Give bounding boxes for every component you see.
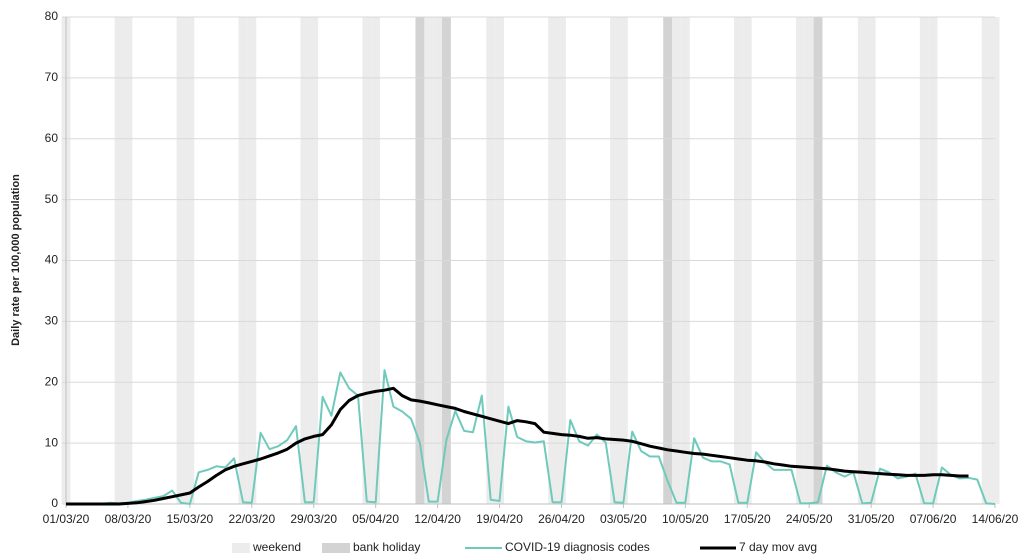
x-tick-label: 26/04/20: [538, 512, 585, 526]
x-tick-label: 14/06/20: [972, 512, 1019, 526]
y-tick-label: 30: [45, 314, 59, 328]
x-tick-label: 03/05/20: [600, 512, 647, 526]
legend-label: weekend: [252, 540, 301, 554]
series-line: [66, 369, 996, 505]
x-tick-label: 01/03/20: [43, 512, 90, 526]
x-tick-label: 17/05/20: [724, 512, 771, 526]
legend-swatch: [232, 543, 250, 553]
x-tick-label: 12/04/20: [414, 512, 461, 526]
legend-label: bank holiday: [353, 540, 420, 554]
x-tick-label: 31/05/20: [848, 512, 895, 526]
x-tick-label: 07/06/20: [910, 512, 957, 526]
x-tick-label: 08/03/20: [105, 512, 152, 526]
series-line: [66, 386, 969, 506]
legend-swatch: [322, 543, 350, 553]
legend-label: COVID-19 diagnosis codes: [505, 540, 650, 554]
y-tick-label: 40: [45, 253, 59, 267]
x-tick-label: 19/04/20: [476, 512, 523, 526]
y-axis-label: Daily rate per 100,000 population: [10, 174, 22, 346]
x-tick-label: 29/03/20: [290, 512, 337, 526]
y-tick-label: 20: [45, 374, 59, 388]
y-tick-label: 70: [45, 70, 59, 84]
y-tick-label: 0: [51, 496, 58, 510]
y-tick-label: 10: [45, 435, 59, 449]
x-tick-label: 05/04/20: [352, 512, 399, 526]
y-tick-label: 60: [45, 131, 59, 145]
x-tick-label: 10/05/20: [662, 512, 709, 526]
y-tick-label: 80: [45, 9, 59, 23]
legend-label: 7 day mov avg: [739, 540, 817, 554]
x-tick-label: 15/03/20: [167, 512, 214, 526]
y-tick-label: 50: [45, 192, 59, 206]
x-tick-label: 24/05/20: [786, 512, 833, 526]
x-tick-label: 22/03/20: [228, 512, 275, 526]
